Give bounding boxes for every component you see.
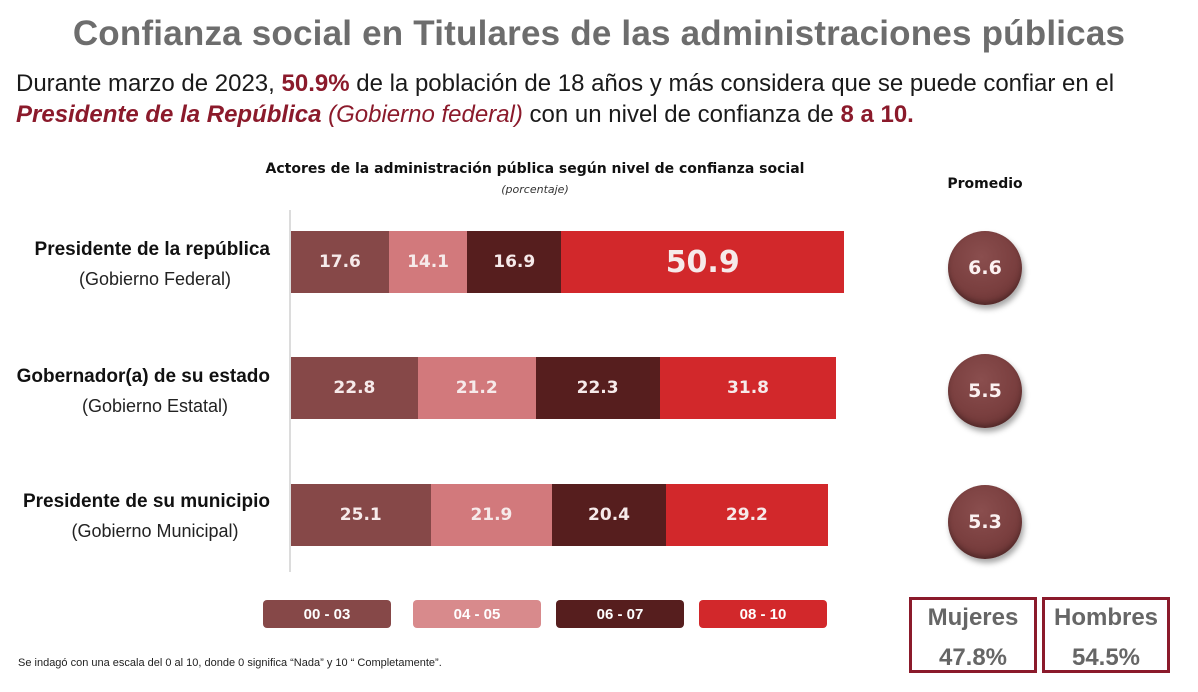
legend-item-00-03: 00 - 03: [263, 600, 391, 628]
legend-item-06-07: 06 - 07: [556, 600, 684, 628]
promedio-bubble-2: 5.3: [948, 485, 1022, 559]
data-label: 50.9: [665, 244, 740, 280]
data-label: 29.2: [725, 505, 768, 525]
category-label-1: Gobernador(a) de su estado (Gobierno Est…: [0, 366, 270, 417]
gender-label: Mujeres: [927, 604, 1019, 631]
gender-value: 54.5%: [1071, 644, 1141, 671]
bar-segment-06-07: 20.4: [552, 484, 666, 546]
subtitle-line-1: Durante marzo de 2023, 50.9% de la pobla…: [16, 70, 1114, 98]
bar-segment-08-10: 50.9: [561, 231, 845, 293]
subtitle-text: Durante marzo de 2023,: [16, 70, 282, 97]
chart-title: Actores de la administración pública seg…: [265, 161, 805, 177]
legend-item-04-05: 04 - 05: [413, 600, 541, 628]
bar-segment-04-05: 14.1: [388, 231, 468, 293]
page-title: Confianza social en Titulares de las adm…: [72, 14, 1126, 53]
bar-segment-00-03: 22.8: [291, 357, 418, 419]
bar-segment-04-05: 21.2: [417, 357, 536, 419]
actor-detail: (Gobierno federal): [321, 101, 523, 128]
footnote: Se indagó con una escala del 0 al 10, do…: [18, 657, 442, 669]
gender-box-mujeres: Mujeres 47.8%: [909, 597, 1037, 673]
data-label: 21.2: [455, 378, 498, 398]
category-detail: (Gobierno Federal): [78, 269, 232, 289]
highlight-value: 50.9%: [281, 70, 350, 97]
data-label: 21.9: [470, 505, 513, 525]
data-label: 31.8: [727, 378, 769, 398]
highlight-actor: Presidente de la República: [16, 101, 322, 128]
bar-segment-00-03: 25.1: [291, 484, 431, 546]
bar-segment-00-03: 17.6: [291, 231, 389, 293]
category-label-2: Presidente de su municipio (Gobierno Mun…: [0, 491, 270, 542]
data-label: 17.6: [318, 252, 361, 272]
data-label: 22.8: [333, 378, 376, 398]
bar-segment-04-05: 21.9: [430, 484, 553, 546]
data-label: 22.3: [576, 378, 619, 398]
highlight-range: 8 a 10.: [840, 101, 914, 128]
category-detail: (Gobierno Estatal): [81, 396, 229, 416]
data-label: 25.1: [339, 505, 382, 525]
chart-subtitle: (porcentaje): [501, 183, 569, 196]
promedio-bubble-0: 6.6: [948, 231, 1022, 305]
subtitle-text: con un nivel de confianza de: [522, 101, 841, 128]
category-axis: [289, 210, 291, 572]
bar-segment-08-10: 31.8: [659, 357, 837, 419]
data-label: 20.4: [588, 505, 630, 525]
category-label-0: Presidente de la república (Gobierno Fed…: [0, 239, 270, 290]
category-name: Presidente de la república: [34, 239, 270, 260]
data-label: 16.9: [493, 252, 536, 272]
promedio-title: Promedio: [947, 176, 1023, 192]
subtitle-line-2: Presidente de la República (Gobierno fed…: [16, 101, 914, 129]
gender-label: Hombres: [1053, 604, 1159, 631]
bar-segment-06-07: 22.3: [535, 357, 660, 419]
subtitle-text: de la población de 18 años y más conside…: [349, 70, 1115, 97]
gender-value: 47.8%: [938, 644, 1008, 671]
data-label: 14.1: [407, 252, 450, 272]
category-detail: (Gobierno Municipal): [71, 521, 239, 541]
bar-segment-06-07: 16.9: [467, 231, 562, 293]
gender-box-hombres: Hombres 54.5%: [1042, 597, 1170, 673]
legend-item-08-10: 08 - 10: [699, 600, 827, 628]
promedio-bubble-1: 5.5: [948, 354, 1022, 428]
category-name: Presidente de su municipio: [22, 491, 270, 512]
category-name: Gobernador(a) de su estado: [16, 366, 270, 387]
bar-segment-08-10: 29.2: [665, 484, 829, 546]
